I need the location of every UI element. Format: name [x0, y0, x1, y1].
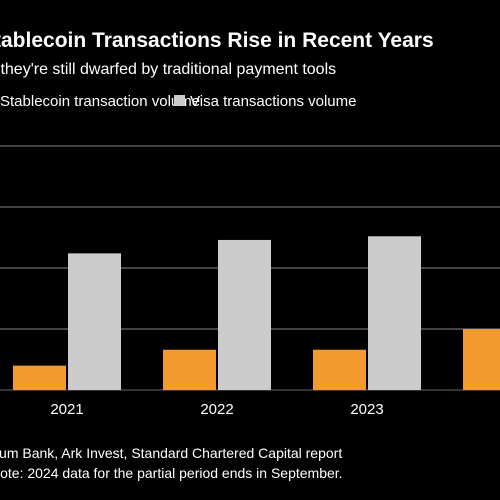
- legend-label-visa: Visa transactions volume: [190, 93, 356, 110]
- bar-stablecoin-2024: [463, 329, 500, 390]
- bar-visa-2021: [68, 253, 121, 390]
- legend-label-stablecoin: Stablecoin transaction volume: [0, 93, 200, 110]
- chart-title: Stablecoin Transactions Rise in Recent Y…: [0, 29, 434, 52]
- chart-subtitle: But they're still dwarfed by traditional…: [0, 61, 336, 78]
- bar-visa-2022: [218, 239, 271, 390]
- bars: [13, 236, 500, 390]
- footnote: Note: 2024 data for the partial period e…: [0, 465, 343, 481]
- legend-swatch-visa: [174, 95, 185, 106]
- x-tick-label: 2022: [200, 401, 233, 418]
- bar-stablecoin-2023: [313, 349, 366, 390]
- x-axis-ticks: 2021202220232024: [50, 401, 383, 418]
- bar-stablecoin-2021: [13, 365, 66, 390]
- legend: Stablecoin transaction volume Visa trans…: [0, 93, 356, 110]
- x-tick-label: 2023: [350, 401, 383, 418]
- source-note: Source: Sygnum Bank, Ark Invest, Standar…: [0, 445, 342, 461]
- bar-visa-2023: [368, 236, 421, 390]
- x-tick-label: 2021: [50, 401, 83, 418]
- bar-stablecoin-2022: [163, 349, 216, 390]
